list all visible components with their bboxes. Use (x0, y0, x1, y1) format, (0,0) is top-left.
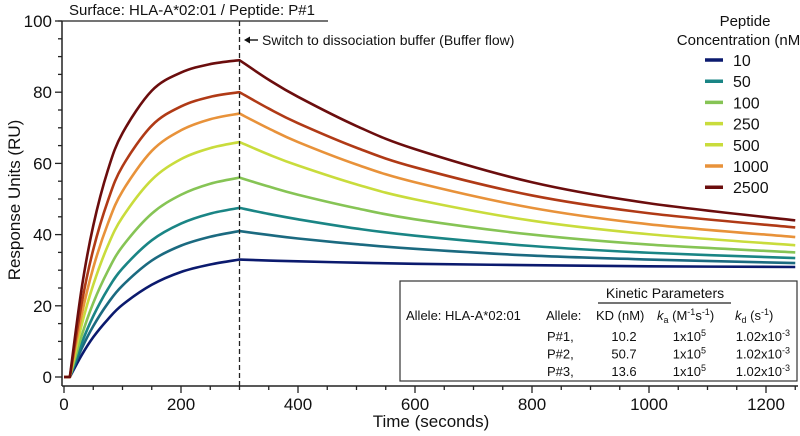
legend-entry: 100 (705, 95, 760, 112)
legend-entry: 250 (705, 117, 760, 134)
x-tick-label: 200 (167, 395, 195, 414)
y-axis-label: Response Units (RU) (5, 120, 24, 281)
legend-label: 50 (733, 74, 751, 91)
series-line-2500nM (64, 58, 796, 379)
table-row: P#2, 50.7 1x105 1.02x10-3 (547, 346, 790, 362)
y-tick-label: 80 (33, 83, 52, 102)
y-tick-label: 0 (43, 368, 52, 387)
legend-label: 10 (733, 53, 751, 70)
row-kd: 1.02x10-3 (736, 346, 790, 362)
x-tick-label: 800 (518, 395, 546, 414)
series-line (64, 90, 796, 379)
legend-entry: 50 (705, 74, 751, 91)
legend-label: 100 (733, 95, 760, 112)
table-left-label: Allele: HLA-A*02:01 (406, 308, 521, 323)
legend-title-line2: Concentration (nM) (677, 32, 800, 49)
chart-title: Surface: HLA-A*02:01 / Peptide: P#1 (69, 2, 315, 19)
y-tick-label: 100 (24, 12, 52, 31)
legend-entry: 1000 (705, 159, 769, 176)
x-axis-label: Time (seconds) (373, 412, 490, 431)
kinetic-parameters-table: Kinetic Parameters Allele: HLA-A*02:01 A… (399, 280, 798, 382)
row-ka: 1x105 (673, 328, 706, 344)
legend-label: 1000 (733, 159, 769, 176)
legend-label: 500 (733, 138, 760, 155)
arrow-left-icon (244, 36, 258, 44)
legend: Peptide Concentration (nM) 10 50 100 250 500… (677, 13, 800, 197)
series-line-10nM (64, 258, 796, 379)
row-ka: 1x105 (673, 363, 706, 379)
annotation-text: Switch to dissociation buffer (Buffer fl… (262, 32, 514, 48)
col-ka: ka (M-1s-1) (657, 307, 714, 325)
y-tick-label: 60 (33, 154, 52, 173)
row-allele: P#2, (547, 347, 574, 362)
row-kd-nm: 13.6 (611, 364, 636, 379)
table-row: P#3, 13.6 1x105 1.02x10-3 (547, 363, 790, 379)
y-tick-label: 20 (33, 297, 52, 316)
legend-title-line1: Peptide (720, 13, 771, 30)
row-kd: 1.02x10-3 (736, 328, 790, 344)
x-tick-label: 400 (284, 395, 312, 414)
legend-entry: 500 (705, 138, 760, 155)
x-tick-label: 600 (401, 395, 429, 414)
legend-label: 250 (733, 117, 760, 134)
legend-entry: 2500 (705, 180, 769, 197)
row-allele: P#3, (547, 364, 574, 379)
y-tick-label: 40 (33, 226, 52, 245)
row-kd: 1.02x10-3 (736, 363, 790, 379)
col-kd-nm: KD (nM) (596, 308, 644, 323)
legend-entry: 10 (705, 53, 751, 70)
legend-label: 2500 (733, 180, 769, 197)
x-tick-label: 0 (59, 395, 68, 414)
col-kd: kd (s-1) (735, 307, 773, 325)
row-allele: P#1, (547, 329, 574, 344)
x-tick-label: 1200 (747, 395, 785, 414)
table-row: P#1, 10.2 1x105 1.02x10-3 (547, 328, 790, 344)
row-kd-nm: 50.7 (611, 347, 636, 362)
x-tick-label: 1000 (630, 395, 668, 414)
row-kd-nm: 10.2 (611, 329, 636, 344)
col-allele: Allele: (546, 308, 581, 323)
table-group-header: Kinetic Parameters (606, 285, 724, 301)
row-ka: 1x105 (673, 346, 706, 362)
